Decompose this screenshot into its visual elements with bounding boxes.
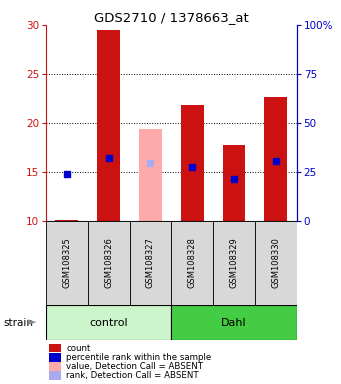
Bar [223, 146, 246, 221]
Bar [213, 221, 255, 305]
Text: strain: strain [3, 318, 33, 328]
Bar [171, 221, 213, 305]
Bar [97, 30, 120, 221]
Bar [46, 305, 171, 340]
Bar [56, 220, 78, 221]
Text: Dahl: Dahl [221, 318, 247, 328]
Text: ►: ► [28, 318, 36, 328]
Bar [139, 129, 162, 221]
Text: GSM108325: GSM108325 [62, 238, 71, 288]
Bar [171, 305, 297, 340]
Text: GSM108326: GSM108326 [104, 238, 113, 288]
Bar [181, 105, 204, 221]
Text: count: count [66, 344, 91, 353]
Text: control: control [89, 318, 128, 328]
Title: GDS2710 / 1378663_at: GDS2710 / 1378663_at [94, 11, 249, 24]
Bar [46, 221, 88, 305]
Bar [88, 221, 130, 305]
Text: value, Detection Call = ABSENT: value, Detection Call = ABSENT [66, 362, 204, 371]
Bar [264, 98, 287, 221]
Text: GSM108327: GSM108327 [146, 238, 155, 288]
Bar [130, 221, 172, 305]
Text: rank, Detection Call = ABSENT: rank, Detection Call = ABSENT [66, 371, 199, 380]
Bar [255, 221, 297, 305]
Text: GSM108328: GSM108328 [188, 238, 197, 288]
Text: percentile rank within the sample: percentile rank within the sample [66, 353, 212, 362]
Text: GSM108330: GSM108330 [271, 238, 280, 288]
Text: GSM108329: GSM108329 [229, 238, 238, 288]
